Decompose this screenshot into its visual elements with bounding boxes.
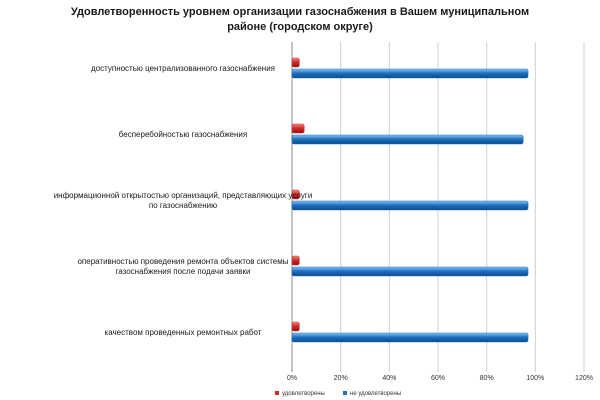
- legend: удовлетворены не удовлетворены: [275, 391, 401, 397]
- bar-satisfied: [291, 255, 300, 266]
- category-label: газоснабжения после подачи заявки: [116, 267, 251, 276]
- category-label: оперативностью проведения ремонта объект…: [77, 257, 288, 266]
- x-tick-label: 120%: [575, 375, 593, 382]
- x-tick-label: 80%: [480, 375, 494, 382]
- category-labels: доступностью централизованного газоснабж…: [54, 64, 313, 337]
- bar-satisfied: [291, 123, 305, 134]
- x-tick-label: 100%: [526, 375, 544, 382]
- bars: [291, 57, 529, 343]
- legend-swatch: [343, 391, 347, 395]
- x-axis-ticks: 0% 20% 40% 60% 80% 100% 120%: [287, 375, 593, 382]
- x-tick-label: 20%: [334, 375, 348, 382]
- legend-label: не удовлетворены: [350, 391, 401, 397]
- bar-not-satisfied: [291, 134, 524, 145]
- category-label: по газоснабжению: [149, 201, 217, 210]
- legend-swatch: [275, 391, 279, 395]
- x-tick-label: 0%: [287, 375, 297, 382]
- chart-title: Удовлетворенность уровнем организации га…: [71, 6, 529, 33]
- x-tick-label: 40%: [382, 375, 396, 382]
- category-label: информационной открытостью организаций, …: [54, 191, 313, 200]
- category-label: доступностью централизованного газоснабж…: [91, 64, 275, 73]
- bar-not-satisfied: [291, 332, 529, 343]
- chart-title-line: Удовлетворенность уровнем организации га…: [71, 6, 529, 18]
- category-label: бесперебойностью газоснабжения: [119, 130, 247, 139]
- bar-not-satisfied: [291, 68, 529, 79]
- bar-not-satisfied: [291, 200, 529, 211]
- chart-title-line: районе (городском округе): [227, 21, 373, 33]
- bar-satisfied: [291, 321, 300, 332]
- x-tick-label: 60%: [431, 375, 445, 382]
- category-label: качеством проведенных ремонтных работ: [105, 328, 262, 337]
- bar-satisfied: [291, 57, 300, 68]
- bar-satisfied: [291, 189, 300, 200]
- legend-label: удовлетворены: [282, 391, 325, 397]
- bar-not-satisfied: [291, 266, 529, 277]
